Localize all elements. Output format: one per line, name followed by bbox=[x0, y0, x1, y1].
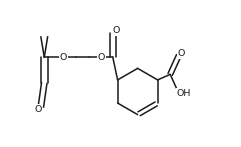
Text: O: O bbox=[34, 105, 41, 114]
Text: O: O bbox=[60, 53, 67, 62]
Text: O: O bbox=[178, 49, 185, 58]
Text: O: O bbox=[112, 26, 120, 35]
Text: O: O bbox=[98, 53, 105, 62]
Text: OH: OH bbox=[176, 89, 191, 98]
